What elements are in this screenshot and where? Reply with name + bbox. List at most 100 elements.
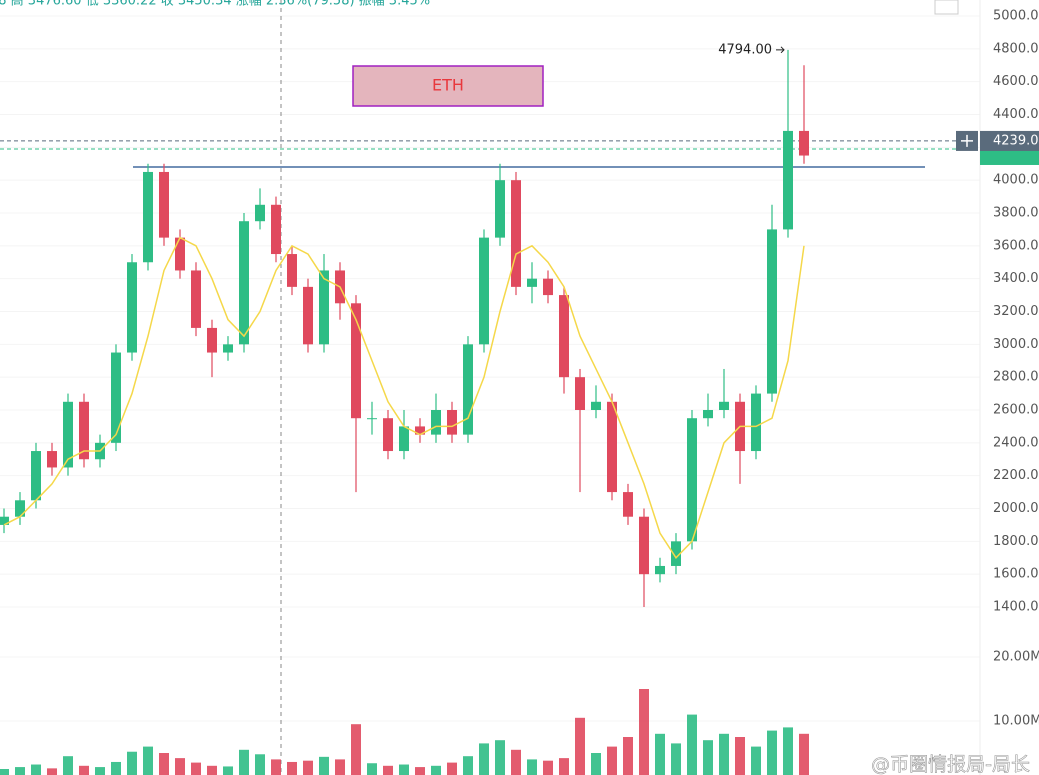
candle-body xyxy=(191,270,201,328)
volume-bar xyxy=(543,760,553,775)
volume-bar xyxy=(239,749,249,775)
volume-bar xyxy=(271,759,281,775)
candle-body xyxy=(239,221,249,345)
candle-body xyxy=(255,204,265,222)
y-tick-label: 1600.00 xyxy=(993,567,1039,582)
volume-bar xyxy=(255,754,265,775)
candle-body xyxy=(591,401,601,410)
y-tick-label: 3200.00 xyxy=(993,304,1039,319)
volume-bar xyxy=(367,763,377,775)
candle-body xyxy=(767,229,777,394)
candle-body xyxy=(351,303,361,419)
candle-body xyxy=(719,401,729,410)
label-box xyxy=(352,65,544,107)
y-tick-label: 2000.00 xyxy=(993,501,1039,516)
candle-body xyxy=(319,270,329,345)
candle-body xyxy=(799,130,809,156)
candle-body xyxy=(623,492,633,517)
volume-bar xyxy=(559,758,569,775)
volume-bar xyxy=(735,737,745,775)
candle-body xyxy=(447,410,457,435)
toolbar-icon[interactable] xyxy=(934,0,959,15)
volume-bar xyxy=(399,764,409,775)
watermark: @币圈情报局-局长 xyxy=(871,754,1030,775)
candle-body xyxy=(159,171,169,238)
candle-body xyxy=(543,278,553,296)
candle-body xyxy=(223,344,233,353)
candle-body xyxy=(175,237,185,271)
candle-body xyxy=(527,278,537,287)
volume-bar xyxy=(95,767,105,775)
volume-bar xyxy=(31,764,41,775)
price-tag-bg xyxy=(980,130,1039,151)
volume-bar xyxy=(335,759,345,775)
volume-bar xyxy=(127,751,137,775)
candle-body xyxy=(0,516,9,525)
volume-bar xyxy=(655,733,665,775)
candle-body xyxy=(303,286,313,345)
candle-body xyxy=(415,426,425,435)
candle-body xyxy=(271,204,281,255)
y-tick-label: 4600.00 xyxy=(993,74,1039,89)
candle-body xyxy=(207,327,217,353)
volume-bar xyxy=(703,740,713,775)
volume-bar xyxy=(175,758,185,775)
candle-body xyxy=(367,418,377,420)
candle-body xyxy=(687,418,697,542)
volume-bar xyxy=(463,756,473,775)
moving-average xyxy=(3,236,805,559)
y-tick-label: 4400.00 xyxy=(993,107,1039,122)
candle-body xyxy=(31,451,41,501)
candle-body xyxy=(143,171,153,263)
candle-body xyxy=(751,393,761,452)
volume-bar xyxy=(575,717,585,775)
volume-bar xyxy=(687,714,697,775)
candle-body xyxy=(511,180,521,287)
volume-tick-label: 10.00M xyxy=(993,714,1039,729)
price-tag-bg xyxy=(980,146,1039,165)
ohlc-info: 78 高 3476.60 低 3360.22 收 3450.34 涨幅 2.36… xyxy=(0,0,430,9)
candle-body xyxy=(639,516,649,575)
volume-bar xyxy=(111,761,121,775)
volume-bar xyxy=(671,743,681,775)
volume-bar xyxy=(431,765,441,775)
volume-bar xyxy=(623,737,633,775)
candle-body xyxy=(783,130,793,230)
candle-body xyxy=(127,262,137,353)
y-tick-label: 3400.00 xyxy=(993,271,1039,286)
candle-body xyxy=(607,401,617,493)
volume-bar xyxy=(351,724,361,775)
y-tick-label: 1400.00 xyxy=(993,600,1039,615)
plus-icon xyxy=(961,134,973,147)
volume-bar xyxy=(527,759,537,775)
y-tick-label: 2600.00 xyxy=(993,403,1039,418)
volume-bar xyxy=(287,761,297,775)
candle-body xyxy=(383,418,393,452)
y-tick-label: 5000.00 xyxy=(993,9,1039,24)
candle-body xyxy=(63,401,73,468)
volume-bar xyxy=(303,760,313,775)
volume-bar xyxy=(639,689,649,775)
volume-bar xyxy=(511,749,521,775)
volume-bar xyxy=(79,765,89,775)
volume-bar xyxy=(783,727,793,775)
volume-bar xyxy=(223,766,233,775)
candle-body xyxy=(287,254,297,287)
candle-body xyxy=(79,401,89,460)
candle-body xyxy=(47,451,57,468)
y-tick-label: 2200.00 xyxy=(993,468,1039,483)
volume-bar xyxy=(191,762,201,775)
y-tick-label: 2400.00 xyxy=(993,435,1039,450)
y-tick-label: 3000.00 xyxy=(993,337,1039,352)
volume-bar xyxy=(415,767,425,775)
y-tick-label: 3800.00 xyxy=(993,206,1039,221)
volume-bar xyxy=(159,753,169,775)
volume-tick-label: 20.00M xyxy=(993,650,1039,665)
volume-bar xyxy=(591,753,601,775)
volume-bar xyxy=(47,768,57,775)
y-tick-label: 1800.00 xyxy=(993,534,1039,549)
max-annotation: 4794.00 xyxy=(718,42,772,57)
volume-bar xyxy=(607,746,617,775)
candle-body xyxy=(495,180,505,238)
